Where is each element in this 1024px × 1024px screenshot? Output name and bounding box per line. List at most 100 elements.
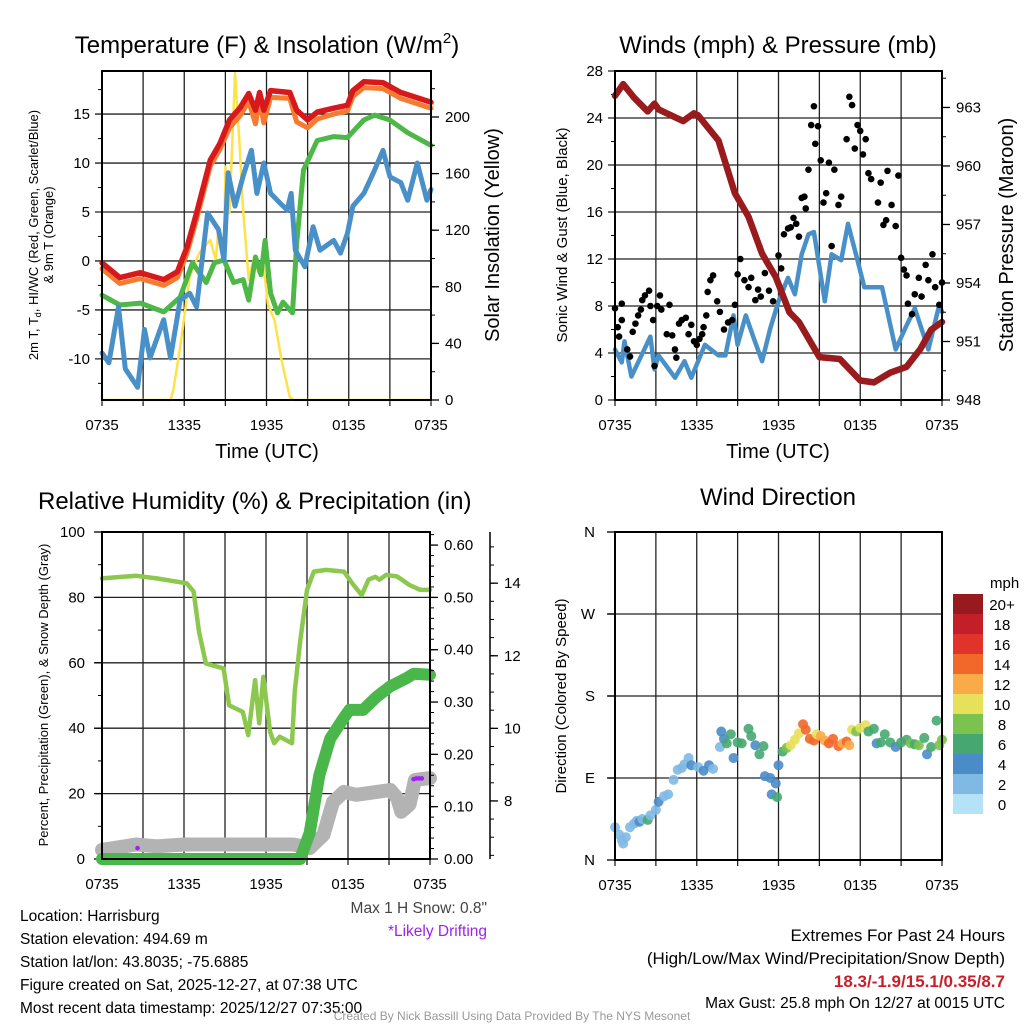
gust-point (851, 145, 859, 152)
gust-point (709, 272, 717, 279)
gust-point (769, 298, 777, 305)
x-tick-label: 0135 (331, 876, 364, 893)
direction-point (736, 738, 747, 749)
x-tick-label: 0135 (332, 417, 365, 434)
percent-tick-label: 0 (77, 851, 85, 868)
gust-point (720, 326, 728, 333)
pressure-axis-tick-label: 948 (956, 392, 981, 409)
gust-point (874, 199, 882, 206)
gust-point (811, 140, 819, 148)
gust-point (846, 93, 853, 101)
direction-point (772, 792, 783, 803)
gust-point (802, 205, 810, 212)
direction-point (926, 742, 937, 753)
gust-point (737, 255, 744, 263)
direction-point (728, 752, 739, 763)
winds-x-axis-title: Time (UTC) (726, 441, 830, 463)
gust-point (792, 220, 800, 228)
gust-point (658, 306, 665, 313)
gust-point (805, 166, 812, 173)
x-tick-label: 0735 (85, 876, 118, 893)
direction-axis-title: Direction (Colored By Speed) (553, 598, 570, 793)
plot-layer: 0735 1335 1935 0135 0735-10-5051015040801201… (60, 63, 1015, 894)
gust-point (922, 261, 929, 269)
gust-point (867, 175, 875, 183)
x-tick-label: 0735 (598, 877, 631, 894)
colorbar-label: 10 (994, 697, 1011, 714)
wind-tick-label: 12 (586, 251, 603, 268)
gust-point (892, 222, 899, 230)
x-tick-label: 1935 (249, 876, 282, 893)
gust-point (647, 302, 654, 310)
gust-point (702, 312, 710, 319)
ylabel-part: 2m T, T (26, 317, 41, 360)
gust-point (931, 283, 939, 291)
gust-point (822, 189, 830, 197)
colorbar-label: 12 (994, 677, 1011, 694)
x-tick-label: 1335 (167, 876, 200, 893)
solar-axis-title: Solar Insolation (Yellow) (482, 128, 504, 342)
solar-axis-tick-label: 0 (445, 392, 453, 409)
colorbar-label: 0 (998, 797, 1006, 814)
gust-point (757, 293, 765, 300)
colorbar-swatch (953, 634, 983, 654)
gust-point (801, 193, 808, 201)
temp-tick-label: 0 (82, 253, 90, 270)
gust-point (835, 201, 842, 209)
gust-point (854, 121, 861, 129)
gust-point (741, 276, 748, 284)
direction-point (875, 737, 886, 748)
gust-point (682, 314, 690, 322)
direction-point (913, 740, 924, 751)
temp-tick-label: -5 (77, 302, 90, 319)
wind-tick-label: 24 (586, 110, 603, 127)
colorbar-swatch (953, 654, 983, 674)
gust-point (752, 296, 759, 304)
colorbar-swatch (953, 794, 983, 814)
direction-tick-label: S (585, 688, 595, 705)
wind-direction-title: Wind Direction (700, 484, 856, 511)
x-tick-label: 0735 (413, 876, 446, 893)
snow-axis-tick-label: 10 (504, 720, 521, 737)
gust-point (649, 316, 657, 324)
gust-point (777, 265, 785, 272)
plot-area-3: 0735 1335 1935 0135 0735NESWN024681012141618… (581, 524, 1015, 894)
gust-point (904, 300, 912, 307)
direction-point (708, 763, 719, 774)
gust-point (623, 346, 631, 353)
created-text: Figure created on Sat, 2025-12-27, at 07… (20, 977, 358, 994)
direction-point (650, 804, 661, 815)
gust-point (807, 121, 815, 129)
gust-point (761, 269, 769, 277)
snow-axis-tick-label: 8 (504, 793, 512, 810)
direction-point (868, 723, 879, 734)
colorbar-swatch (953, 594, 983, 614)
gust-point (634, 312, 642, 319)
direction-tick-label: E (585, 770, 595, 787)
percent-tick-label: 80 (68, 589, 85, 606)
direction-point (828, 733, 838, 744)
wind-tick-label: 4 (595, 345, 603, 362)
gust-point (685, 330, 692, 338)
colorbar-label: 14 (994, 657, 1011, 674)
gust-point (632, 320, 639, 327)
wind-tick-label: 20 (586, 157, 603, 174)
colorbar-label: 4 (998, 757, 1006, 774)
colorbar-label: 8 (998, 717, 1006, 734)
solar-axis-tick-label: 200 (445, 109, 470, 126)
temp-tick-label: 5 (82, 204, 90, 221)
gust-point (814, 122, 822, 130)
gust-point (900, 266, 908, 273)
gust-point (615, 333, 623, 340)
gust-point (817, 157, 825, 164)
extremes-legend: (High/Low/Max Wind/Precipitation/Snow De… (647, 949, 1005, 968)
x-tick-label: 0135 (844, 877, 877, 894)
colorbar-label: 2 (998, 777, 1006, 794)
x-tick-label: 0735 (925, 877, 958, 894)
max-snow-text: Max 1 H Snow: 0.8" (351, 900, 487, 917)
direction-tick-label: W (581, 606, 596, 623)
temperature-x-axis-title: Time (UTC) (215, 441, 319, 463)
gust-point (698, 330, 706, 338)
colorbar-swatch (953, 714, 983, 734)
